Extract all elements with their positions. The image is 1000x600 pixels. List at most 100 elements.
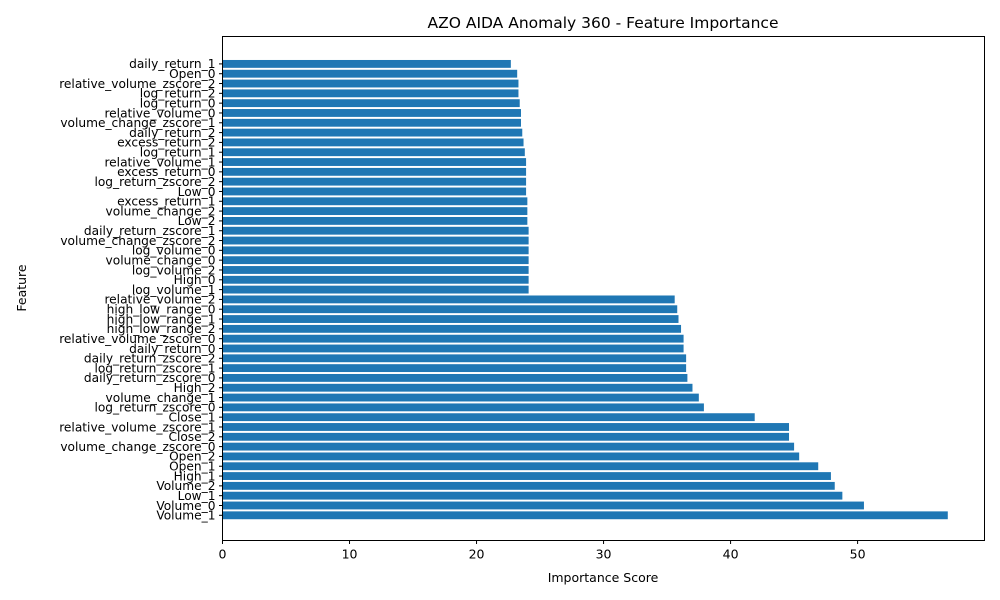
chart-title: AZO AIDA Anomaly 360 - Feature Importanc…	[428, 14, 779, 32]
bar-daily_return_zscore_1	[222, 226, 529, 235]
y-tick-label: daily_return_zscore_1	[84, 224, 216, 238]
bar-volume_change_zscore_2	[222, 236, 529, 245]
bar-Low_1	[222, 491, 843, 500]
y-tick-label: daily_return_zscore_2	[84, 352, 216, 366]
bar-high_low_range_0	[222, 305, 678, 314]
y-tick-label: High_1	[174, 469, 216, 483]
bar-log_return_2	[222, 89, 519, 98]
bar-Open_1	[222, 462, 819, 471]
x-tick-label: 0	[219, 547, 227, 562]
bar-log_volume_0	[222, 246, 529, 255]
y-tick-label: volume_change_0	[106, 253, 216, 267]
bar-Open_2	[222, 452, 800, 461]
bar-daily_return_zscore_0	[222, 373, 688, 382]
y-tick-label: log_return_zscore_1	[94, 361, 215, 375]
bar-Low_2	[222, 216, 528, 225]
x-axis-label: Importance Score	[548, 570, 659, 585]
y-tick-label: relative_volume_zscore_2	[59, 77, 215, 91]
y-tick-label: Close_2	[168, 430, 215, 444]
y-tick-label: daily_return_0	[129, 342, 215, 356]
bar-Close_2	[222, 432, 790, 441]
y-tick-label: daily_return_2	[129, 126, 215, 140]
bar-log_return_zscore_0	[222, 403, 704, 412]
bar-volume_change_zscore_1	[222, 118, 521, 127]
y-tick-label: volume_change_zscore_0	[60, 440, 215, 454]
y-tick-label: Open_2	[169, 450, 215, 464]
y-tick-label: High_0	[174, 273, 216, 287]
y-tick-label: Open_1	[169, 460, 215, 474]
bar-Open_0	[222, 69, 518, 78]
bar-relative_volume_zscore_1	[222, 423, 790, 431]
y-tick-label: relative_volume_zscore_1	[59, 420, 215, 434]
y-tick-label: log_return_1	[140, 146, 216, 160]
bar-volume_change_1	[222, 393, 699, 402]
y-tick-labels: Volume_1Volume_0Low_1Volume_2High_1Open_…	[59, 57, 223, 523]
y-tick-label: relative_volume_1	[104, 155, 215, 169]
bar-relative_volume_0	[222, 109, 521, 117]
bar-daily_return_1	[222, 59, 511, 68]
bar-volume_change_2	[222, 207, 528, 216]
y-tick-label: relative_volume_0	[104, 106, 215, 120]
y-tick-label: Volume_2	[156, 479, 215, 493]
bar-Low_0	[222, 187, 527, 196]
y-tick-label: high_low_range_0	[107, 303, 216, 317]
y-tick-label: log_return_2	[140, 87, 216, 101]
y-tick-label: Low_0	[178, 185, 216, 199]
plot-frame	[222, 36, 985, 541]
y-tick-label: excess_return_0	[117, 165, 215, 179]
bar-relative_volume_2	[222, 295, 675, 304]
bar-excess_return_1	[222, 197, 528, 206]
bar-log_return_1	[222, 148, 525, 157]
x-tick-label: 50	[850, 547, 866, 562]
y-tick-label: daily_return_zscore_0	[84, 371, 216, 385]
y-tick-label: high_low_range_2	[107, 322, 216, 336]
y-tick-label: log_volume_0	[132, 244, 216, 258]
y-tick-label: High_2	[174, 381, 216, 395]
y-tick-label: log_return_0	[140, 96, 216, 110]
y-tick-label: log_return_zscore_0	[94, 401, 215, 415]
x-tick-label: 30	[596, 547, 612, 562]
bar-Volume_0	[222, 501, 864, 510]
y-tick-label: log_return_zscore_2	[94, 175, 215, 189]
y-tick-label: Volume_0	[156, 499, 215, 513]
y-tick-label: volume_change_1	[106, 391, 216, 405]
bar-relative_volume_zscore_0	[222, 334, 684, 343]
bar-log_volume_2	[222, 266, 529, 274]
bar-Close_1	[222, 413, 755, 422]
x-tick-label: 10	[342, 547, 358, 562]
bar-high_low_range_2	[222, 324, 682, 333]
x-tick-label: 40	[723, 547, 739, 562]
bar-relative_volume_1	[222, 158, 527, 166]
bar-Volume_2	[222, 481, 835, 490]
bar-volume_change_0	[222, 256, 529, 265]
bar-high_low_range_1	[222, 315, 679, 323]
y-tick-label: excess_return_1	[117, 195, 215, 209]
y-tick-label: high_low_range_1	[107, 312, 216, 326]
bar-High_1	[222, 472, 831, 480]
bars-group	[222, 59, 948, 520]
bar-Volume_1	[222, 511, 948, 520]
bar-daily_return_0	[222, 344, 684, 353]
bar-daily_return_zscore_2	[222, 354, 687, 363]
y-tick-label: log_volume_1	[132, 283, 216, 297]
bar-log_return_zscore_2	[222, 177, 527, 186]
y-tick-label: Volume_1	[156, 509, 215, 523]
x-tick-label: 20	[469, 547, 485, 562]
y-tick-label: volume_change_zscore_1	[60, 116, 215, 130]
y-tick-label: Close_1	[168, 410, 215, 424]
y-axis-label: Feature	[14, 264, 29, 312]
y-tick-label: excess_return_2	[117, 136, 215, 150]
x-ticks: 0 10 20 30 40 50	[219, 540, 866, 562]
bar-daily_return_2	[222, 128, 523, 137]
bar-High_0	[222, 275, 529, 284]
bar-log_return_zscore_1	[222, 364, 687, 373]
y-tick-label: daily_return_1	[129, 57, 215, 71]
y-tick-label: relative_volume_2	[104, 293, 215, 307]
bar-High_2	[222, 383, 693, 392]
y-tick-label: volume_change_2	[106, 204, 216, 218]
bar-log_return_0	[222, 99, 520, 108]
bar-relative_volume_zscore_2	[222, 79, 519, 88]
y-tick-label: relative_volume_zscore_0	[59, 332, 215, 346]
